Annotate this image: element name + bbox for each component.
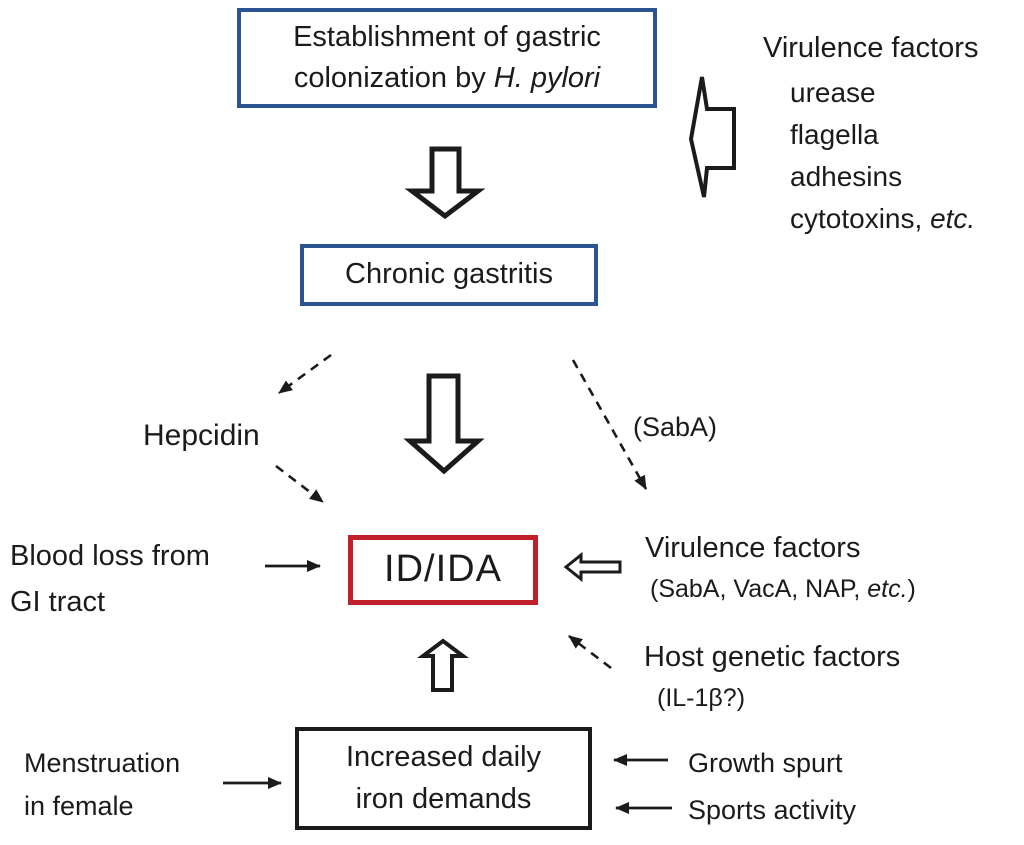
node-establishment-line2: colonization by H. pylori xyxy=(293,62,601,94)
block-arrow-up-icon xyxy=(417,638,469,692)
node-iron-demands: Increased daily iron demands xyxy=(295,727,592,830)
dashed-arrow-host-genetic-icon xyxy=(568,634,612,670)
node-chronic-gastritis-label: Chronic gastritis xyxy=(345,258,553,291)
block-arrow-left-virulence-icon xyxy=(688,76,736,198)
dashed-arrow-hepcidin-to-idida-icon xyxy=(275,464,324,504)
block-arrow-down-mid-icon xyxy=(403,373,485,475)
label-saba: (SabA) xyxy=(633,412,718,442)
label-menstruation: Menstruation in female xyxy=(24,742,180,828)
label-menstruation-line2: in female xyxy=(24,791,134,821)
label-blood-loss: Blood loss from GI tract xyxy=(10,533,210,625)
node-id-ida-label: ID/IDA xyxy=(384,548,502,591)
h-pylori-italic: H. pylori xyxy=(493,62,601,94)
outline-arrow-left-icon xyxy=(563,551,622,583)
label-blood-loss-line1: Blood loss from xyxy=(10,540,210,572)
node-iron-demands-line2: iron demands xyxy=(355,782,532,815)
dashed-arrow-saba-icon xyxy=(571,359,648,490)
node-establishment: Establishment of gastric colonization by… xyxy=(237,8,657,108)
label-hepcidin: Hepcidin xyxy=(143,419,260,452)
label-blood-loss-line2: GI tract xyxy=(10,586,106,618)
virulence-item-cytotoxins: cytotoxins, etc. xyxy=(790,203,976,234)
host-genetic-sub: (IL-1β?) xyxy=(657,684,746,712)
node-id-ida: ID/IDA xyxy=(348,535,538,605)
label-sports-activity: Sports activity xyxy=(688,795,857,825)
node-chronic-gastritis: Chronic gastritis xyxy=(300,244,598,306)
virulence-mid-sub: (SabA, VacA, NAP, etc.) xyxy=(650,575,916,603)
label-menstruation-line1: Menstruation xyxy=(24,748,181,778)
dashed-arrow-gastritis-to-hepcidin-icon xyxy=(278,353,332,395)
block-arrow-down-top-icon xyxy=(404,146,486,220)
virulence-item-urease: urease xyxy=(790,77,876,108)
host-genetic-title: Host genetic factors xyxy=(644,641,901,673)
virulence-mid-title: Virulence factors xyxy=(645,532,861,564)
label-growth-spurt: Growth spurt xyxy=(688,748,843,778)
virulence-top-title: Virulence factors xyxy=(763,32,979,64)
node-iron-demands-line1: Increased daily xyxy=(345,741,542,774)
node-establishment-line1: Establishment of gastric xyxy=(293,20,601,53)
virulence-item-flagella: flagella xyxy=(790,119,879,150)
virulence-item-adhesins: adhesins xyxy=(790,161,903,192)
virulence-top-list: urease flagella adhesins cytotoxins, etc… xyxy=(790,72,975,240)
